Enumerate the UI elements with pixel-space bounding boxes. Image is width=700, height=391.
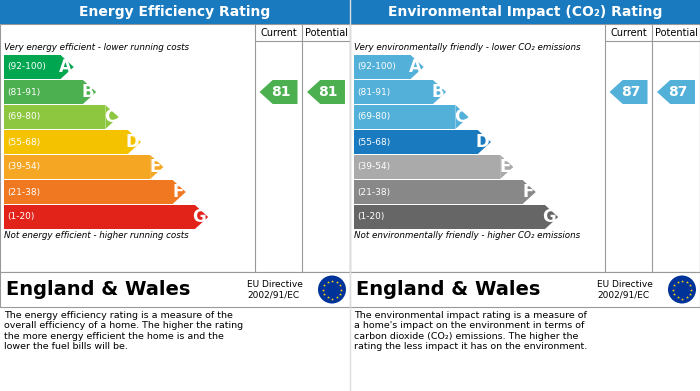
Polygon shape xyxy=(60,55,74,79)
Text: 87: 87 xyxy=(668,85,687,99)
Polygon shape xyxy=(500,155,513,179)
Text: (1-20): (1-20) xyxy=(357,212,384,221)
Circle shape xyxy=(318,276,346,303)
Polygon shape xyxy=(83,80,96,104)
Polygon shape xyxy=(523,180,536,204)
Polygon shape xyxy=(433,80,446,104)
Text: (21-38): (21-38) xyxy=(7,188,40,197)
Text: 87: 87 xyxy=(621,85,640,99)
Bar xyxy=(350,0,700,24)
Text: EU Directive
2002/91/EC: EU Directive 2002/91/EC xyxy=(247,280,303,299)
Text: (69-80): (69-80) xyxy=(357,113,391,122)
Bar xyxy=(350,272,700,307)
Bar xyxy=(0,272,350,307)
Text: Environmental Impact (CO₂) Rating: Environmental Impact (CO₂) Rating xyxy=(388,5,662,19)
Text: (21-38): (21-38) xyxy=(357,188,390,197)
Bar xyxy=(354,155,500,179)
Text: (39-54): (39-54) xyxy=(7,163,40,172)
Polygon shape xyxy=(455,105,468,129)
Text: Very environmentally friendly - lower CO₂ emissions: Very environmentally friendly - lower CO… xyxy=(354,43,580,52)
Text: The energy efficiency rating is a measure of the
overall efficiency of a home. T: The energy efficiency rating is a measur… xyxy=(4,311,243,351)
Text: C: C xyxy=(104,108,116,126)
Text: England & Wales: England & Wales xyxy=(6,280,190,299)
Bar xyxy=(354,80,433,104)
Polygon shape xyxy=(657,80,695,104)
Polygon shape xyxy=(545,205,558,229)
Bar xyxy=(4,55,60,79)
Text: B: B xyxy=(81,83,94,101)
Text: A: A xyxy=(59,58,71,76)
Polygon shape xyxy=(307,80,345,104)
Polygon shape xyxy=(195,205,208,229)
Polygon shape xyxy=(478,130,491,154)
Text: Current: Current xyxy=(260,27,297,38)
Bar xyxy=(4,105,105,129)
Bar xyxy=(0,0,350,24)
Text: (92-100): (92-100) xyxy=(7,63,46,72)
Text: England & Wales: England & Wales xyxy=(356,280,540,299)
Text: The environmental impact rating is a measure of
a home's impact on the environme: The environmental impact rating is a mea… xyxy=(354,311,587,351)
Text: Very energy efficient - lower running costs: Very energy efficient - lower running co… xyxy=(4,43,189,52)
Text: EU Directive
2002/91/EC: EU Directive 2002/91/EC xyxy=(597,280,653,299)
Bar xyxy=(4,180,173,204)
Bar xyxy=(354,180,523,204)
Bar xyxy=(4,130,128,154)
Text: Not energy efficient - higher running costs: Not energy efficient - higher running co… xyxy=(4,231,188,240)
Text: A: A xyxy=(409,58,421,76)
Text: Potential: Potential xyxy=(654,27,697,38)
Bar xyxy=(354,205,545,229)
Circle shape xyxy=(668,276,696,303)
Bar xyxy=(4,155,150,179)
Polygon shape xyxy=(150,155,163,179)
Text: B: B xyxy=(431,83,444,101)
Text: (1-20): (1-20) xyxy=(7,212,34,221)
Bar xyxy=(4,205,195,229)
Bar xyxy=(354,105,455,129)
Bar xyxy=(4,80,83,104)
Text: Energy Efficiency Rating: Energy Efficiency Rating xyxy=(79,5,271,19)
Text: D: D xyxy=(125,133,139,151)
Text: Not environmentally friendly - higher CO₂ emissions: Not environmentally friendly - higher CO… xyxy=(354,231,580,240)
Polygon shape xyxy=(105,105,118,129)
Text: G: G xyxy=(542,208,556,226)
Text: (39-54): (39-54) xyxy=(357,163,390,172)
Bar xyxy=(0,24,350,272)
Polygon shape xyxy=(128,130,141,154)
Text: (81-91): (81-91) xyxy=(357,88,391,97)
Polygon shape xyxy=(610,80,648,104)
Text: (81-91): (81-91) xyxy=(7,88,41,97)
Text: (55-68): (55-68) xyxy=(7,138,41,147)
Text: D: D xyxy=(475,133,489,151)
Text: E: E xyxy=(500,158,512,176)
Polygon shape xyxy=(260,80,298,104)
Bar xyxy=(354,130,477,154)
Text: (92-100): (92-100) xyxy=(357,63,396,72)
Text: E: E xyxy=(150,158,162,176)
Text: Potential: Potential xyxy=(304,27,347,38)
Text: G: G xyxy=(193,208,206,226)
Polygon shape xyxy=(410,55,424,79)
Bar xyxy=(350,24,700,272)
Text: 81: 81 xyxy=(271,85,290,99)
Bar xyxy=(354,55,410,79)
Text: 81: 81 xyxy=(318,85,337,99)
Text: F: F xyxy=(522,183,534,201)
Text: Current: Current xyxy=(610,27,647,38)
Polygon shape xyxy=(173,180,186,204)
Text: (55-68): (55-68) xyxy=(357,138,391,147)
Text: C: C xyxy=(454,108,466,126)
Text: (69-80): (69-80) xyxy=(7,113,41,122)
Text: F: F xyxy=(172,183,184,201)
